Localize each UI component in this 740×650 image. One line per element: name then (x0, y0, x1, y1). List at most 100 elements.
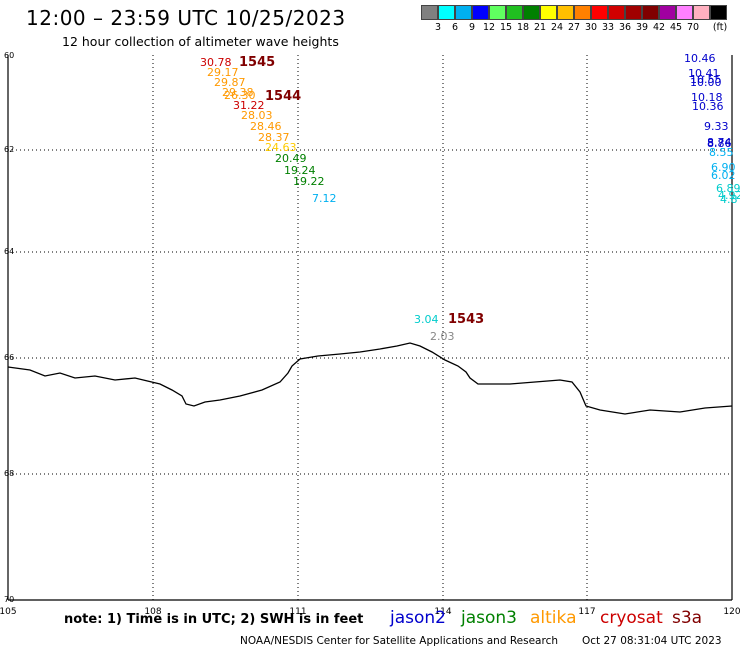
pass-number-label: 1545 (239, 55, 275, 70)
x-tick-label: 114 (434, 607, 451, 617)
color-scale-label: 33 (601, 22, 615, 33)
wave-height-value: 4.8 (720, 193, 738, 206)
color-swatch (455, 5, 472, 20)
satellite-legend-item: cryosat (600, 608, 663, 628)
wave-height-value: 6.89 (716, 182, 740, 195)
wave-height-value: 3.04 (414, 313, 439, 326)
color-swatch (676, 5, 693, 20)
wave-height-value: 28.37 (258, 131, 290, 144)
color-scale-unit: (ft) (712, 22, 728, 33)
wave-height-value: 20.49 (275, 152, 307, 165)
y-tick-label: 70 (4, 595, 14, 604)
color-scale-label: 15 (499, 22, 513, 33)
wave-height-value: 31.22 (233, 99, 265, 112)
wave-height-value: 29.87 (214, 76, 246, 89)
x-tick-label: 108 (144, 607, 161, 617)
y-tick-label: 64 (4, 247, 14, 256)
wave-height-value: 10.41 (688, 67, 720, 80)
wave-height-value: 8.74 (707, 136, 732, 149)
color-scale-label: 3 (434, 22, 442, 33)
map-title: 12:00 – 23:59 UTC 10/25/2023 (26, 6, 346, 30)
footer-note: note: 1) Time is in UTC; 2) SWH is in fe… (64, 612, 364, 627)
wave-height-value: 8.55 (709, 146, 734, 159)
map-subtitle: 12 hour collection of altimeter wave hei… (62, 34, 339, 49)
wave-height-value: 10.36 (692, 100, 724, 113)
y-tick-label: 60 (4, 51, 14, 60)
wave-height-value: 28.46 (250, 120, 282, 133)
color-swatch (693, 5, 710, 20)
wave-height-value: 24.63 (265, 141, 297, 154)
color-scale-label: 42 (652, 22, 666, 33)
color-swatch (472, 5, 489, 20)
color-swatch (506, 5, 523, 20)
wave-height-value: 26.30 (224, 89, 256, 102)
color-swatch (421, 5, 438, 20)
axis-tick-labels: 105 108 111 114 117 120 60 62 64 66 68 70 (0, 51, 740, 617)
map-frame (8, 55, 732, 600)
credit-text: NOAA/NESDIS Center for Satellite Applica… (240, 635, 558, 647)
wave-height-value: 2.03 (430, 330, 455, 343)
color-swatch (608, 5, 625, 20)
wave-height-value: 19.24 (284, 164, 316, 177)
map-gridlines (8, 55, 732, 600)
coastline (7, 342, 733, 415)
satellite-legend-item: jason2 (390, 608, 446, 628)
color-scale-label: 24 (550, 22, 564, 33)
pass-labels: 1545 1544 1543 (239, 55, 484, 327)
wave-height-value: 30.78 (200, 56, 232, 69)
y-tick-label: 68 (4, 469, 14, 478)
color-swatch (540, 5, 557, 20)
color-swatch (438, 5, 455, 20)
pass-number-label: 1543 (448, 312, 484, 327)
wave-height-value: 10.18 (691, 91, 723, 104)
color-swatch (591, 5, 608, 20)
wave-height-value: 10.00 (690, 76, 722, 89)
color-scale-label: 36 (618, 22, 632, 33)
y-tick-label: 62 (4, 145, 14, 154)
wave-height-readings: 30.7829.1729.8729.3826.3031.2228.0328.46… (200, 52, 740, 343)
wave-height-value: 6.90 (711, 161, 736, 174)
wave-height-value: 29.38 (222, 86, 254, 99)
color-scale-bar (421, 5, 727, 20)
wave-height-value: 10.55 (690, 73, 722, 86)
color-scale-label: 6 (451, 22, 459, 33)
x-tick-label: 111 (289, 607, 306, 617)
wave-height-value: 10.46 (684, 52, 716, 65)
color-scale-label: 21 (533, 22, 547, 33)
color-swatch (489, 5, 506, 20)
wave-height-value: 7.12 (312, 192, 337, 205)
color-swatch (642, 5, 659, 20)
x-tick-label: 117 (578, 607, 595, 617)
color-scale-label: 12 (482, 22, 496, 33)
satellite-legend-item: jason3 (461, 608, 517, 628)
wave-height-value: 8.86 (707, 137, 732, 150)
wave-height-value: 19.22 (293, 175, 325, 188)
satellite-legend-item: altika (530, 608, 577, 628)
color-swatch (659, 5, 676, 20)
wave-height-value: 6.02 (711, 169, 736, 182)
color-scale-label: 9 (468, 22, 476, 33)
color-swatch (574, 5, 591, 20)
wave-height-value: 29.17 (207, 66, 239, 79)
color-scale-label: 18 (516, 22, 530, 33)
satellite-legend-item: s3a (672, 608, 703, 628)
wave-height-value: 9.33 (704, 120, 729, 133)
timestamp-text: Oct 27 08:31:04 UTC 2023 (582, 635, 722, 647)
x-tick-label: 105 (0, 607, 17, 617)
y-tick-label: 66 (4, 353, 14, 362)
color-swatch (557, 5, 574, 20)
wave-height-value: 4.92 (718, 189, 740, 202)
color-scale-label: 30 (584, 22, 598, 33)
x-tick-label: 120 (723, 607, 740, 617)
color-swatch (523, 5, 540, 20)
color-scale-label: 27 (567, 22, 581, 33)
color-scale-label: 39 (635, 22, 649, 33)
pass-number-label: 1544 (265, 89, 301, 104)
color-scale-label: 45 (669, 22, 683, 33)
color-scale-labels: 3 6 9 12 15 18 21 24 27 30 33 36 39 42 45 70 (ft) (421, 22, 731, 34)
color-scale-label: 70 (686, 22, 700, 33)
wave-height-value: 28.03 (241, 109, 273, 122)
color-swatch (710, 5, 727, 20)
color-swatch (625, 5, 642, 20)
